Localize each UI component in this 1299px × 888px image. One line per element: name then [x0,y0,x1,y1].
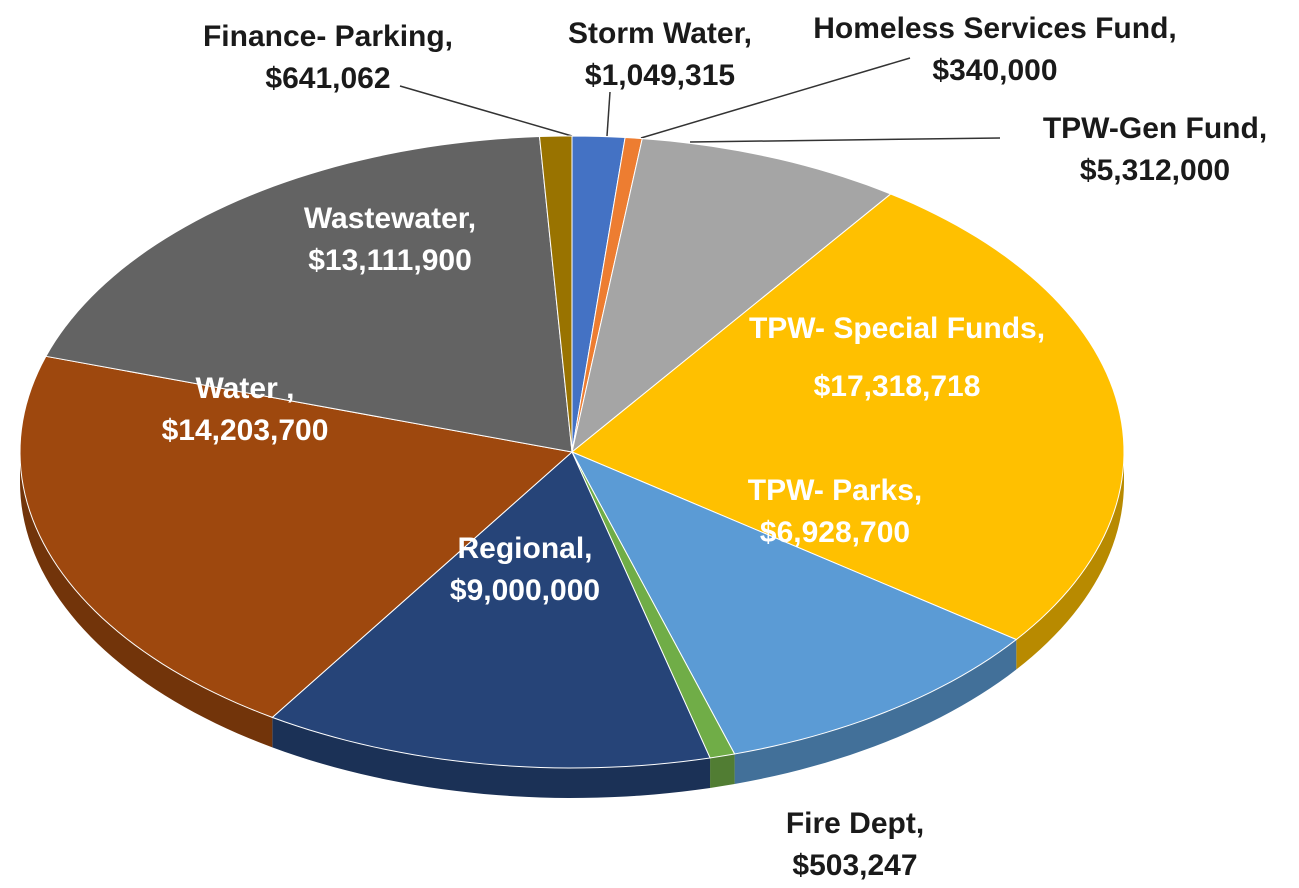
slice [571,138,892,454]
slice-side [272,717,711,798]
slice-side [710,753,735,788]
category-label: TPW- Special Funds, [749,312,1045,345]
slice [538,135,573,453]
leader-line [606,91,611,137]
slice [570,450,1018,755]
category-label: Finance- Parking, [203,20,453,53]
category-label: Regional, [457,532,592,565]
slice-side [1016,452,1124,670]
value-label: $503,247 [792,849,917,882]
value-label: $14,203,700 [162,414,329,447]
category-label: Storm Water, [568,17,752,50]
category-label: Fire Dept, [786,807,924,840]
category-label: Wastewater, [304,202,476,235]
pie-slices [19,135,1125,769]
slice-side [734,639,1017,784]
data-labels: Storm Water, $1,049,315 Homeless Services … [162,12,1268,882]
leader-line [640,57,911,139]
slice-side [20,452,273,748]
category-label: TPW- Parks, [748,474,922,507]
value-label: $1,049,315 [585,59,735,92]
category-label: TPW-Gen Fund, [1043,112,1267,145]
category-label: Water , [196,372,295,405]
slice [571,193,1125,641]
value-label: $340,000 [932,54,1057,87]
leader-lines [399,57,1001,143]
slice [45,136,573,453]
leader-line [689,137,1001,143]
value-label: $17,318,718 [814,370,981,403]
value-label: $9,000,000 [450,574,600,607]
leader-line [399,85,573,137]
pie-sides [20,452,1124,798]
value-label: $641,062 [265,62,390,95]
value-label: $6,928,700 [760,516,910,549]
value-label: $5,312,000 [1080,154,1230,187]
category-label: Homeless Services Fund, [813,12,1177,45]
slice [271,451,711,769]
value-label: $13,111,900 [308,244,472,277]
slice [19,355,574,718]
